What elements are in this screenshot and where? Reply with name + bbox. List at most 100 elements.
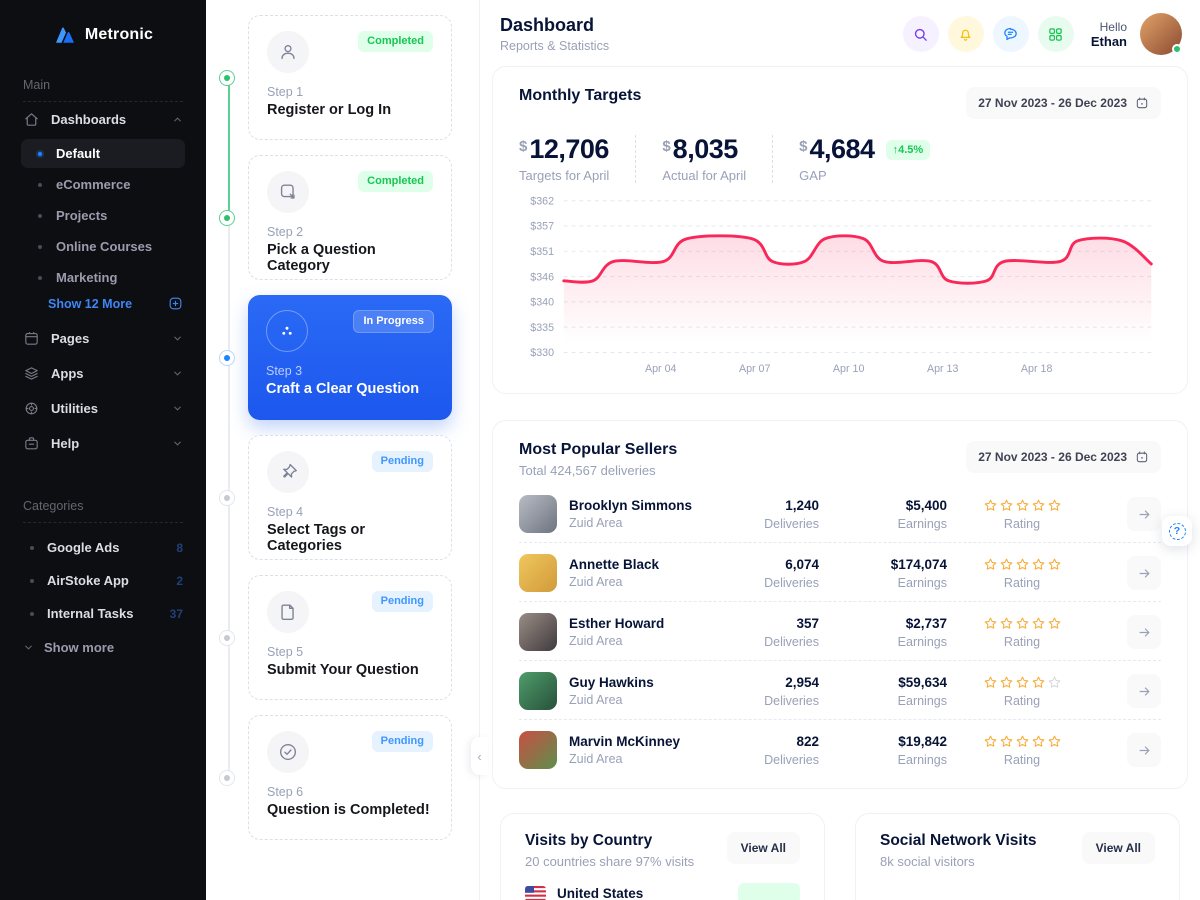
question-mark-icon: ?	[1168, 522, 1186, 540]
grid-icon	[1047, 26, 1064, 43]
username-text: Ethan	[1090, 33, 1127, 49]
online-status-dot	[1172, 44, 1182, 54]
rating-label: Rating	[1003, 634, 1041, 649]
rating-stars	[947, 675, 1097, 690]
arrow-right-icon	[1137, 566, 1152, 581]
timeline-dot-pending	[219, 489, 235, 506]
seller-row: Esther Howard Zuid Area 357 Deliveries $2…	[519, 604, 1161, 662]
sidebar-item-utilities[interactable]: Utilities	[0, 391, 206, 426]
help-button[interactable]: ?	[1162, 516, 1192, 546]
status-badge: Pending	[371, 591, 433, 612]
deliveries-label: Deliveries	[764, 634, 819, 649]
seller-name: Marvin McKinney	[569, 734, 681, 750]
svg-text:Apr 13: Apr 13	[927, 363, 959, 375]
sidebar-item-help[interactable]: Help	[0, 426, 206, 461]
show-more-label: Show more	[44, 640, 115, 655]
seller-row: Guy Hawkins Zuid Area 2,954 Deliveries $5…	[519, 663, 1161, 721]
sidebar-item-airstoke-app[interactable]: AirStoke App 2	[0, 564, 206, 597]
step-card-1[interactable]: Completed Step 1 Register or Log In	[248, 15, 452, 140]
show-more-dashboards-link[interactable]: Show 12 More	[48, 296, 183, 311]
user-icon	[267, 31, 309, 73]
bullet-icon	[30, 578, 34, 583]
sidebar-subitem-label: Projects	[56, 208, 108, 223]
bullet-icon	[38, 244, 42, 249]
earnings-value: $174,074	[890, 556, 947, 572]
sidebar-item-pages[interactable]: Pages	[0, 321, 206, 356]
sidebar-item-ecommerce[interactable]: eCommerce	[21, 170, 185, 199]
date-range-button[interactable]: 27 Nov 2023 - 26 Dec 2023	[966, 441, 1161, 474]
sidebar-subitem-label: Default	[56, 146, 101, 161]
sidebar-nav: Dashboards Default eCommerce Projects On…	[0, 102, 206, 461]
chevron-left-icon: ‹	[477, 748, 482, 764]
sidebar-item-projects[interactable]: Projects	[21, 201, 185, 230]
step-number: Step 6	[267, 785, 304, 799]
svg-text:Apr 07: Apr 07	[739, 363, 771, 375]
show-more-categories-link[interactable]: Show more	[0, 630, 206, 665]
view-all-button[interactable]: View All	[726, 832, 800, 865]
card-title: Most Popular Sellers	[519, 441, 678, 459]
status-badge: Pending	[371, 731, 433, 752]
layers-icon	[23, 365, 40, 382]
category-label: AirStoke App	[47, 573, 129, 588]
apps-grid-button[interactable]	[1037, 16, 1074, 52]
sidebar-item-apps[interactable]: Apps	[0, 356, 206, 391]
earnings-label: Earnings	[897, 516, 947, 531]
date-range-button[interactable]: 27 Nov 2023 - 26 Dec 2023	[966, 87, 1161, 119]
country-stat-badge	[738, 883, 800, 900]
seller-details-button[interactable]	[1127, 733, 1161, 768]
social-network-visits-card: Social Network Visits 8k social visitors…	[855, 813, 1180, 900]
sidebar-item-default[interactable]: Default	[21, 139, 185, 168]
seller-avatar	[519, 731, 557, 770]
bottom-cards: Visits by Country 20 countries share 97%…	[492, 813, 1188, 900]
view-all-button[interactable]: View All	[1081, 832, 1155, 865]
status-badge: Pending	[371, 451, 433, 472]
page-title: Dashboard	[500, 15, 595, 35]
sidebar-item-google-ads[interactable]: Google Ads 8	[0, 531, 206, 564]
step-card-2[interactable]: Completed Step 2 Pick a Question Categor…	[248, 155, 452, 280]
greeting-text: Hello	[1099, 19, 1127, 34]
rating-stars	[947, 498, 1097, 513]
sidebar-item-internal-tasks[interactable]: Internal Tasks 37	[0, 597, 206, 630]
sidebar-item-marketing[interactable]: Marketing	[21, 263, 185, 292]
stepper-panel: Completed Step 1 Register or Log In Comp…	[206, 0, 488, 900]
step-card-4[interactable]: Pending Step 4 Select Tags or Categories	[248, 435, 452, 560]
chevron-down-icon	[23, 642, 34, 653]
step-card-6[interactable]: Pending Step 6 Question is Completed!	[248, 715, 452, 840]
chevron-down-icon	[172, 438, 183, 449]
stat-value: 4,684	[809, 134, 876, 164]
seller-avatar	[519, 613, 557, 652]
card-title: Monthly Targets	[519, 87, 642, 104]
seller-details-button[interactable]	[1127, 674, 1161, 709]
sidebar-item-online-courses[interactable]: Online Courses	[21, 232, 185, 261]
step-card-5[interactable]: Pending Step 5 Submit Your Question	[248, 575, 452, 700]
plus-square-icon[interactable]	[168, 296, 183, 311]
deliveries-value: 1,240	[785, 497, 819, 513]
seller-details-button[interactable]	[1127, 615, 1161, 650]
sidebar-subitem-label: eCommerce	[56, 177, 131, 192]
sidebar-item-label: Apps	[51, 366, 84, 381]
card-title: Visits by Country	[525, 832, 653, 850]
notifications-button[interactable]	[947, 16, 984, 52]
step-number: Step 1	[267, 85, 304, 99]
earnings-label: Earnings	[897, 575, 947, 590]
seller-row: Brooklyn Simmons Zuid Area 1,240 Deliveri…	[519, 486, 1161, 544]
stat-value: 8,035	[672, 134, 739, 164]
app-logo[interactable]: Metronic	[0, 18, 206, 52]
panel-collapse-button[interactable]: ‹	[471, 737, 488, 775]
gear-icon	[23, 400, 40, 417]
sidebar-item-dashboards[interactable]: Dashboards	[0, 102, 206, 137]
dots-chart-icon	[266, 310, 308, 352]
search-button[interactable]	[902, 16, 939, 52]
step-card-3-active[interactable]: In Progress Step 3 Craft a Clear Questio…	[248, 295, 452, 420]
messages-button[interactable]	[992, 16, 1029, 52]
country-name: United States	[557, 886, 644, 900]
main-content: Dashboard Reports & Statistics	[480, 0, 1200, 900]
pages-icon	[23, 330, 40, 347]
svg-text:$362: $362	[530, 195, 554, 207]
seller-details-button[interactable]	[1127, 556, 1161, 591]
user-avatar[interactable]	[1140, 13, 1182, 55]
deliveries-value: 2,954	[785, 674, 819, 690]
seller-details-button[interactable]	[1127, 497, 1161, 532]
category-label: Google Ads	[47, 540, 120, 555]
sellers-list: Brooklyn Simmons Zuid Area 1,240 Deliveri…	[519, 486, 1161, 778]
